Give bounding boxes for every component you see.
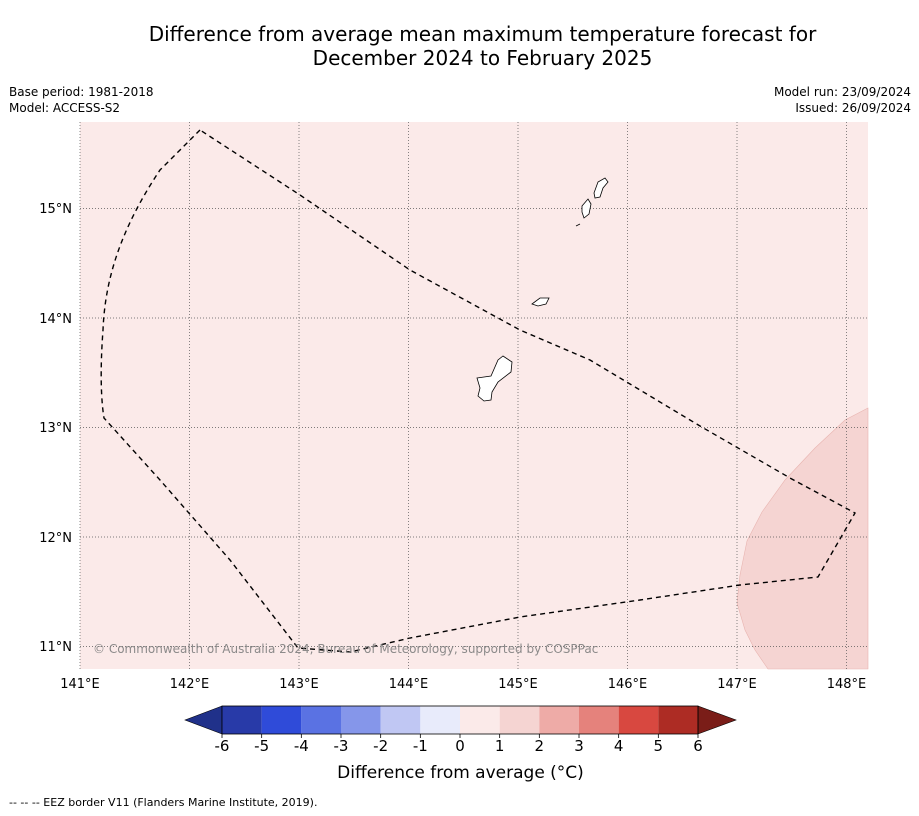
colorbar-over-arrow (697, 705, 737, 735)
warm-anomaly-region (736, 407, 869, 670)
run-info: Model run: 23/09/2024 Issued: 26/09/2024 (774, 84, 911, 116)
lon-label-144: 144°E (389, 677, 429, 692)
colorbar-bin-neg5 (261, 706, 302, 734)
chart-title: Difference from average mean maximum tem… (40, 22, 919, 70)
lon-tick-labels: 141°E 142°E 143°E 144°E 145°E 146°E 147°… (60, 677, 866, 692)
colorbar-label-neg1: -1 (413, 737, 428, 755)
lon-label-142: 142°E (170, 677, 210, 692)
colorbar-label-6: 6 (693, 737, 703, 755)
lat-label-11: 11°N (39, 640, 72, 655)
colorbar-label-1: 1 (495, 737, 505, 755)
lat-label-13: 13°N (39, 421, 72, 436)
colorbar-bin-3 (579, 706, 619, 734)
model-run-text: Model run: 23/09/2024 (773, 85, 911, 99)
colorbar-title: Difference from average (°C) (337, 763, 584, 783)
base-period-text: Base period: 1981-2018 (9, 85, 154, 99)
lon-label-148: 148°E (827, 677, 867, 692)
colorbar-label-neg5: -5 (254, 737, 269, 755)
colorbar-bin-neg6 (222, 706, 262, 734)
copyright-watermark: © Commonwealth of Australia 2024, Bureau… (93, 642, 598, 656)
eez-border (100, 129, 856, 653)
colorbar: -6 -5 -4 -3 -2 -1 0 1 2 3 4 5 6 (184, 705, 737, 755)
colorbar-bin-2 (539, 706, 579, 734)
colorbar-label-neg3: -3 (334, 737, 349, 755)
lon-label-145: 145°E (498, 677, 538, 692)
islands (476, 177, 609, 402)
guam-island (476, 355, 513, 402)
lat-label-14: 14°N (39, 312, 72, 327)
lat-label-12: 12°N (39, 531, 72, 546)
colorbar-label-neg4: -4 (294, 737, 309, 755)
rota-island (531, 297, 550, 307)
lon-label-143: 143°E (279, 677, 319, 692)
saipan-island (593, 177, 609, 199)
colorbar-bin-neg2 (380, 706, 421, 734)
lon-label-146: 146°E (608, 677, 648, 692)
colorbar-bin-5 (658, 706, 698, 734)
colorbar-label-0: 0 (455, 737, 465, 755)
colorbar-under-arrow (184, 705, 223, 735)
gridlines (79, 122, 868, 669)
colorbar-label-4: 4 (614, 737, 624, 755)
colorbar-bin-1 (499, 706, 540, 734)
colorbar-tick-labels: -6 -5 -4 -3 -2 -1 0 1 2 3 4 5 6 (215, 737, 703, 755)
tinian-island (581, 198, 592, 219)
colorbar-label-3: 3 (574, 737, 584, 755)
colorbar-label-neg2: -2 (373, 737, 388, 755)
eez-legend-note: -- -- -- EEZ border V11 (Flanders Marine… (9, 796, 318, 809)
colorbar-bin-neg1 (420, 706, 460, 734)
title-line-1: Difference from average mean maximum tem… (148, 22, 817, 46)
colorbar-bin-0 (460, 706, 500, 734)
lat-label-15: 15°N (39, 202, 72, 217)
model-info: Base period: 1981-2018 Model: ACCESS-S2 (9, 84, 154, 116)
model-text: Model: ACCESS-S2 (9, 101, 121, 115)
colorbar-label-2: 2 (535, 737, 545, 755)
title-line-2: December 2024 to February 2025 (312, 46, 653, 70)
colorbar-label-neg6: -6 (215, 737, 230, 755)
aguijan-island (575, 223, 581, 227)
lat-tick-labels: 11°N 12°N 13°N 14°N 15°N (39, 202, 72, 655)
colorbar-bin-neg3 (341, 706, 381, 734)
lon-label-141: 141°E (60, 677, 100, 692)
colorbar-ticks (221, 734, 699, 738)
colorbar-bin-neg4 (301, 706, 341, 734)
colorbar-label-5: 5 (654, 737, 664, 755)
lon-label-147: 147°E (717, 677, 757, 692)
issued-text: Issued: 26/09/2024 (795, 101, 911, 115)
colorbar-bin-4 (618, 706, 659, 734)
